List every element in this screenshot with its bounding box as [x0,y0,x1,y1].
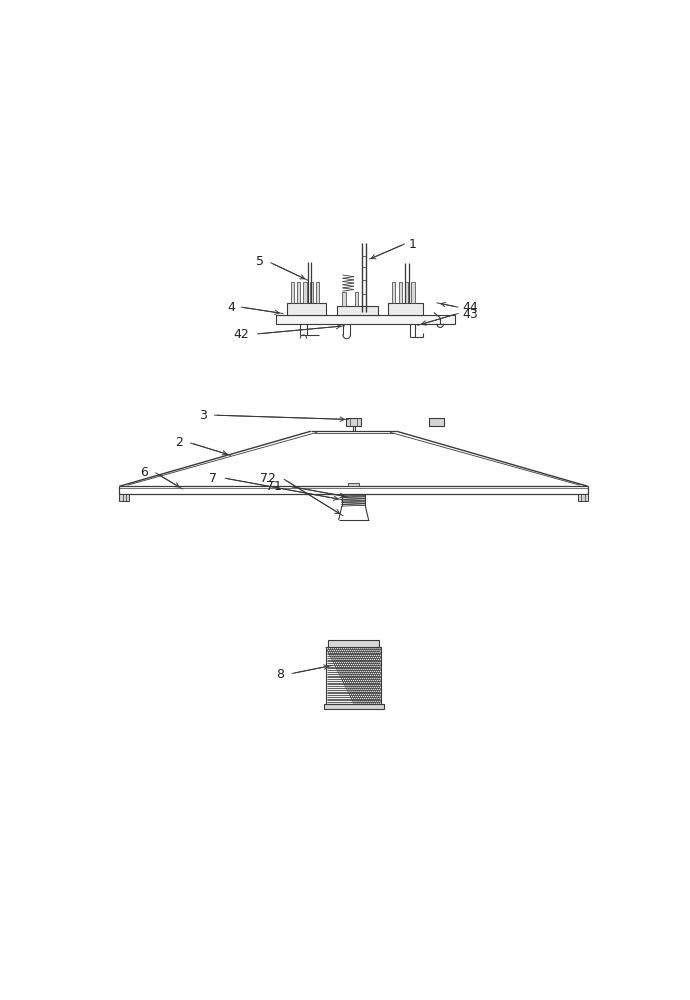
Text: 44: 44 [462,301,478,314]
Bar [297,282,300,303]
Text: 71: 71 [266,480,282,493]
Bar [411,282,415,303]
Bar [399,282,402,303]
Bar [337,306,377,315]
Bar [388,303,423,315]
Bar [392,282,395,303]
Text: 43: 43 [462,308,478,321]
Text: 1: 1 [408,238,417,251]
Text: 2: 2 [175,436,182,449]
Bar [348,483,359,486]
Bar [328,640,380,647]
Bar [290,282,294,303]
Bar [578,494,588,501]
Bar [326,647,382,704]
Bar [342,292,346,306]
Text: 72: 72 [260,472,276,485]
Text: 8: 8 [276,668,284,681]
Bar [276,315,455,324]
Text: 6: 6 [140,466,148,479]
Bar [346,418,361,426]
Bar [304,282,306,303]
Bar [119,494,129,501]
Bar [287,303,326,315]
Bar [316,282,319,303]
Bar [310,282,313,303]
Bar [324,704,384,709]
Bar [429,418,444,426]
Text: 4: 4 [227,301,235,314]
Text: 3: 3 [199,409,206,422]
Bar [405,282,408,303]
Text: 7: 7 [209,472,217,485]
Text: 42: 42 [234,328,249,341]
Bar [355,292,358,306]
Text: 5: 5 [256,255,264,268]
